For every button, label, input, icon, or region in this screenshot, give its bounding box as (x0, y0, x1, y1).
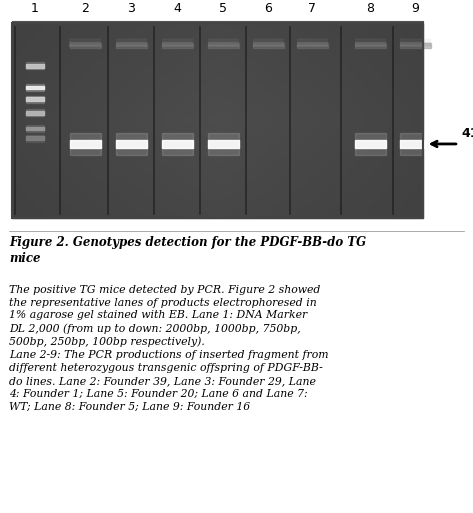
Bar (208, 43, 239, 48)
Text: 9: 9 (412, 3, 419, 15)
Bar (26, 125, 44, 132)
Bar (355, 140, 386, 148)
Text: 7: 7 (308, 3, 316, 15)
Bar (208, 133, 239, 155)
Bar (12, 23, 423, 218)
Bar (26, 63, 44, 69)
Bar (400, 140, 431, 148)
Text: 8: 8 (367, 3, 374, 15)
Bar (26, 95, 44, 103)
Bar (162, 133, 193, 155)
Bar (12, 23, 423, 218)
Bar (116, 133, 147, 155)
Bar (26, 109, 44, 116)
Bar (26, 111, 44, 114)
Bar (400, 133, 431, 155)
Bar (70, 140, 101, 148)
Bar (70, 43, 101, 48)
Bar (116, 140, 147, 148)
Text: 4: 4 (174, 3, 181, 15)
Text: 2: 2 (81, 3, 89, 15)
Text: 6: 6 (264, 3, 272, 15)
Text: The positive TG mice detected by PCR. Figure 2 showed
the representative lanes o: The positive TG mice detected by PCR. Fi… (9, 285, 329, 411)
Text: 3: 3 (128, 3, 135, 15)
Bar (355, 133, 386, 155)
Bar (26, 84, 44, 91)
Bar (297, 43, 328, 48)
Text: 419bp: 419bp (461, 127, 473, 140)
Bar (355, 43, 386, 48)
Bar (26, 127, 44, 130)
Bar (400, 43, 431, 48)
Bar (253, 43, 284, 48)
Bar (208, 140, 239, 148)
Bar (26, 134, 44, 142)
Text: 1: 1 (31, 3, 38, 15)
Bar (26, 97, 44, 101)
Bar (162, 43, 193, 48)
Bar (70, 133, 101, 155)
Bar (26, 136, 44, 140)
Bar (162, 140, 193, 148)
Bar (116, 43, 147, 48)
Text: 5: 5 (219, 3, 227, 15)
Bar (26, 64, 44, 68)
Bar (26, 86, 44, 89)
Text: Figure 2. Genotypes detection for the PDGF-BB-do TG
mice: Figure 2. Genotypes detection for the PD… (9, 236, 367, 265)
